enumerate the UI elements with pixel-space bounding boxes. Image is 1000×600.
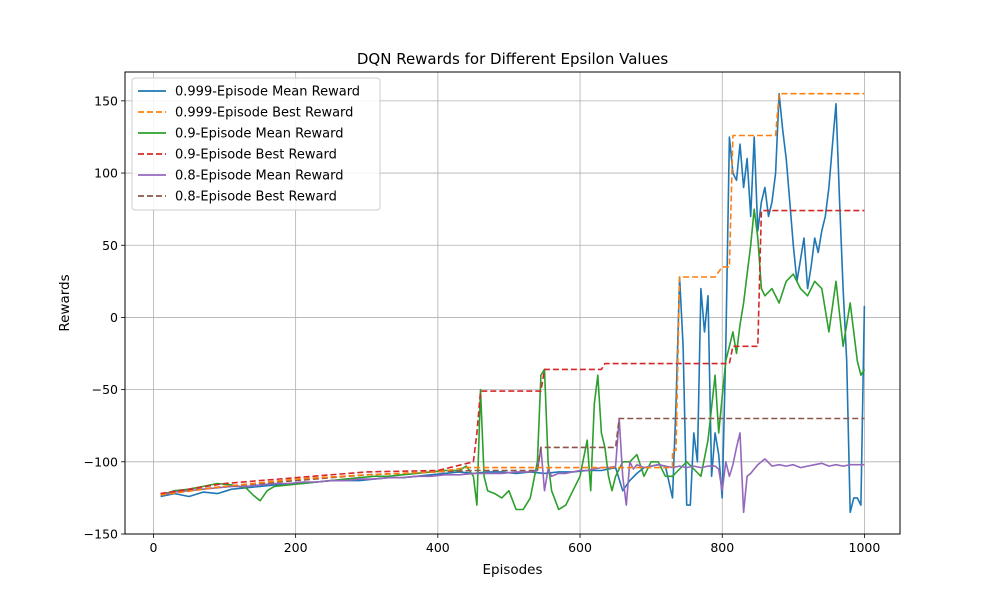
series-line-5	[160, 417, 865, 495]
legend-box	[131, 77, 381, 211]
legend-label: 0.9-Episode Best Reward	[175, 148, 337, 163]
axis-ticks: 0 200 400 600 800 1000 −150 −100 −50 0 50 100 150	[84, 93, 881, 555]
x-tick-label: 600	[568, 540, 592, 555]
legend-label: 0.8-Episode Best Reward	[175, 190, 337, 205]
y-tick-label: −50	[92, 382, 118, 397]
plot-frame	[124, 71, 901, 535]
x-axis-label: Episodes	[482, 562, 542, 578]
y-axis-label: Rewards	[57, 274, 73, 331]
legend-label: 0.999-Episode Mean Reward	[175, 85, 360, 100]
y-tick-label: 150	[94, 93, 118, 108]
x-tick-label: 1000	[849, 540, 881, 555]
y-tick-label: 100	[94, 166, 118, 181]
y-tick-label: 50	[102, 238, 118, 253]
series-line-4	[160, 417, 865, 514]
series-line-1	[160, 92, 865, 496]
y-tick-label: 0	[110, 310, 118, 325]
legend-label: 0.8-Episode Mean Reward	[175, 169, 344, 184]
y-tick-label: −100	[84, 454, 118, 469]
series-group	[160, 92, 866, 514]
series-line-2	[160, 208, 866, 511]
x-tick-label: 400	[426, 540, 450, 555]
series-line-3	[160, 209, 865, 495]
y-tick-label: −150	[84, 527, 118, 542]
x-tick-label: 200	[284, 540, 308, 555]
legend: 0.999-Episode Mean Reward 0.999-Episode B…	[131, 77, 381, 211]
x-tick-label: 0	[149, 540, 157, 555]
chart-title: DQN Rewards for Different Epsilon Values	[357, 50, 668, 68]
x-tick-label: 800	[710, 540, 734, 555]
legend-label: 0.9-Episode Mean Reward	[175, 127, 344, 142]
legend-label: 0.999-Episode Best Reward	[175, 106, 353, 121]
